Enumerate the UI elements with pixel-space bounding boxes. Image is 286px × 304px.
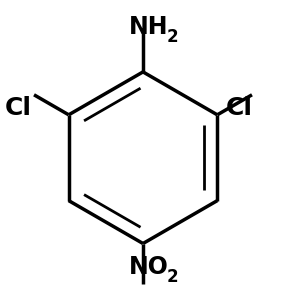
- Text: Cl: Cl: [5, 96, 32, 120]
- Text: NH: NH: [129, 15, 168, 39]
- Text: 2: 2: [166, 28, 178, 46]
- Text: 2: 2: [166, 268, 178, 286]
- Text: Cl: Cl: [225, 96, 252, 120]
- Text: NO: NO: [129, 255, 169, 279]
